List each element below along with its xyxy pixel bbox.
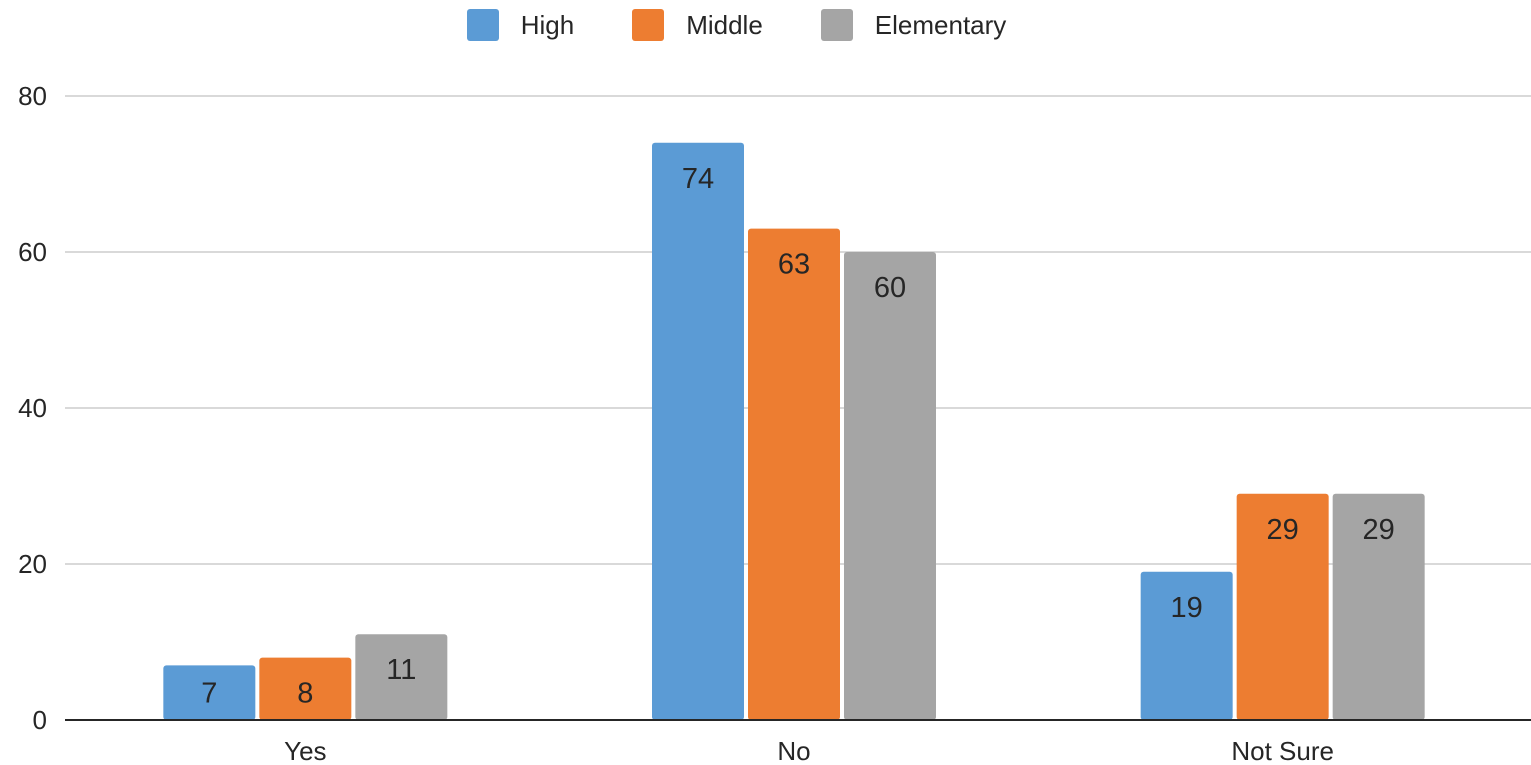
- y-axis: 0 20 40 60 80: [18, 81, 47, 735]
- data-label: 29: [1363, 514, 1395, 546]
- legend-label-high: High: [520, 9, 575, 40]
- y-tick-label: 40: [18, 393, 47, 423]
- bar-elementary-not-sure: [1332, 493, 1425, 720]
- data-label: 11: [386, 654, 416, 686]
- y-tick-label: 20: [18, 549, 47, 579]
- x-tick-label: Yes: [284, 736, 326, 765]
- bar-middle-no: [748, 228, 840, 720]
- data-label: 8: [297, 678, 313, 710]
- data-label: 29: [1267, 514, 1299, 546]
- bar-elementary-no: [844, 252, 936, 720]
- x-axis: Yes No Not Sure: [65, 719, 1531, 765]
- legend-item-high: High: [466, 9, 610, 41]
- data-label: 7: [201, 678, 217, 710]
- legend-label-middle: Middle: [686, 9, 763, 40]
- y-tick-label: 80: [18, 81, 47, 111]
- bar-middle-yes: [259, 657, 352, 720]
- legend-swatch-middle: [632, 9, 665, 41]
- y-tick-label: 60: [18, 237, 47, 267]
- legend-item-elementary: Elementary: [820, 9, 1043, 41]
- data-label: 60: [874, 272, 906, 304]
- legend-swatch-high: [466, 9, 499, 41]
- legend-swatch-elementary: [820, 9, 853, 41]
- data-label: 63: [778, 249, 810, 281]
- x-tick-label: No: [777, 736, 810, 765]
- bar-middle-not-sure: [1236, 493, 1329, 720]
- legend: High Middle Elementary: [0, 9, 1531, 41]
- legend-label-elementary: Elementary: [874, 9, 1007, 40]
- data-labels: 7 8 11 74 63 60 19 29 29: [201, 163, 1395, 710]
- y-tick-label: 0: [33, 705, 47, 735]
- x-tick-label: Not Sure: [1231, 736, 1334, 765]
- bar-elementary-yes: [355, 634, 448, 720]
- bar-high-not-sure: [1140, 571, 1233, 720]
- legend-item-middle: Middle: [632, 9, 799, 41]
- data-label: 74: [682, 163, 714, 195]
- bar-high-yes: [163, 665, 256, 720]
- bars: [163, 142, 1425, 721]
- bar-high-no: [652, 142, 744, 721]
- data-label: 19: [1171, 592, 1203, 624]
